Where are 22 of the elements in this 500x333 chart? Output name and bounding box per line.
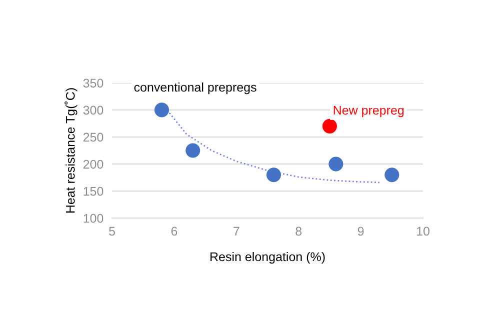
- x-tick-label: 5: [109, 226, 115, 236]
- x-tick-label: 10: [417, 226, 430, 236]
- point: [266, 168, 282, 182]
- point: [328, 156, 344, 172]
- y-tick-label: 200: [83, 160, 104, 169]
- y-tick-label: 100: [84, 214, 104, 223]
- point: [186, 143, 200, 158]
- y-axis-title: Heat resistance Tg(˚C): [64, 88, 78, 213]
- series-label: conventional prepregs: [134, 82, 256, 94]
- y-tick-label: 300: [83, 106, 104, 115]
- series-label: New prepreg: [334, 106, 404, 118]
- x-axis-title: Resin elongation (%): [210, 252, 325, 264]
- x-tick-label: 8: [296, 226, 302, 236]
- point: [322, 118, 337, 134]
- y-tick-label: 150: [84, 186, 104, 196]
- y-tick-label: 250: [83, 132, 104, 142]
- point: [154, 102, 170, 118]
- point: [384, 168, 400, 182]
- x-tick-label: 7: [234, 226, 240, 236]
- x-tick-label: 9: [358, 226, 364, 236]
- y-tick-label: 350: [83, 78, 104, 88]
- x-tick-label: 6: [171, 226, 178, 236]
